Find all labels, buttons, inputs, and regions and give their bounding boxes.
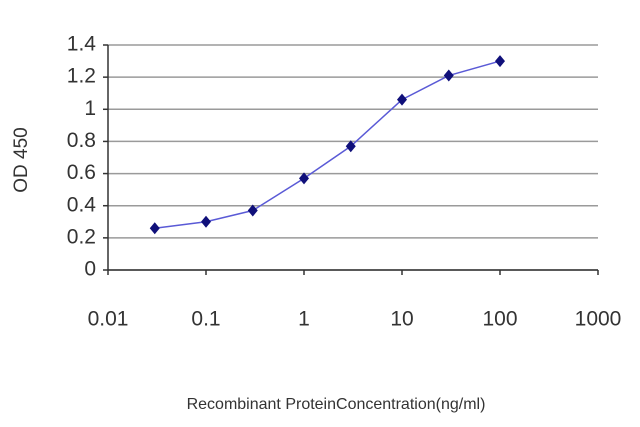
marker [397,93,407,106]
y-tick-label: 0.8 [67,129,96,152]
marker [149,222,160,235]
y-axis-title: OD 450 [11,127,32,192]
y-tick-label: 0 [84,258,96,281]
x-tick-label: 1 [298,308,310,331]
x-tick-label: 100 [482,308,517,331]
marker [495,55,505,68]
y-tick-label: 0.6 [67,161,96,184]
y-tick-label: 0.2 [67,225,96,248]
x-tick-label: 0.1 [191,308,220,331]
line [154,60,501,229]
marker [443,69,454,82]
marker [201,215,211,228]
marker [247,204,258,217]
x-tick-label: 0.01 [88,308,129,331]
x-tick-label: 10 [390,308,413,331]
marker [299,172,309,185]
y-tick-label: 1.2 [67,65,96,88]
marker [345,140,356,153]
y-tick-label: 0.4 [67,193,97,216]
y-tick-label: 1 [84,97,96,120]
y-tick-label: 1.4 [67,33,97,56]
x-tick-label: 1000 [575,308,622,331]
x-axis-title: Recombinant ProteinConcentration(ng/ml) [187,396,486,413]
